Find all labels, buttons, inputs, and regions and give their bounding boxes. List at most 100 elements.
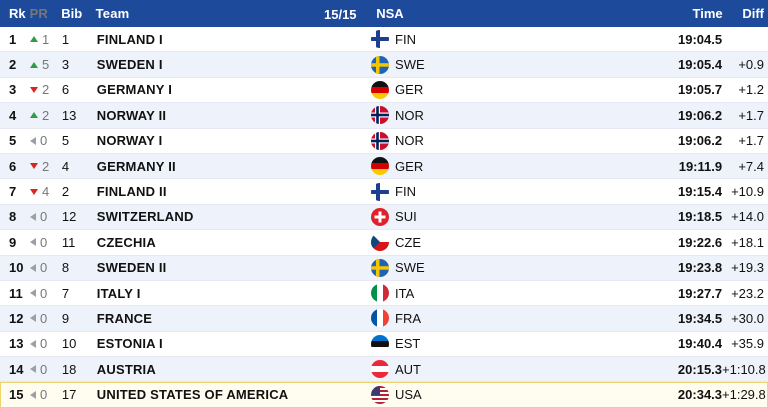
header-diff[interactable]: Diff xyxy=(742,6,764,21)
team-name[interactable]: UNITED STATES OF AMERICA xyxy=(96,387,289,403)
bib-cell: 18 xyxy=(61,361,77,377)
diff-cell: +23.2 xyxy=(731,285,764,301)
nsa-cell: FRA xyxy=(371,309,658,328)
rank-cell: 15 xyxy=(9,387,24,403)
team-name[interactable]: NORWAY I xyxy=(96,133,163,149)
time-cell: 19:05.4 xyxy=(678,57,723,73)
previous-rank-value: 2 xyxy=(41,158,50,174)
trend-same-icon xyxy=(29,263,36,272)
table-row[interactable]: 15 0 17 UNITED STATES OF AMERICA USA 20:34.3 +… xyxy=(0,382,768,408)
diff-cell: +19.3 xyxy=(731,260,764,276)
diff-cell: +14.0 xyxy=(731,209,764,225)
nor-flag-icon xyxy=(371,106,390,125)
header-rank[interactable]: Rk xyxy=(9,6,26,21)
team-name[interactable]: NORWAY II xyxy=(96,107,167,123)
usa-flag-icon xyxy=(371,385,389,404)
swe-flag-icon xyxy=(371,258,390,277)
team-name[interactable]: FINLAND I xyxy=(96,31,163,47)
nsa-code: FIN xyxy=(395,184,416,200)
results-table: 1 1 1 FINLAND I FIN 19:04.5 2 5 3 SWEDEN I SWE 19:0… xyxy=(0,27,768,408)
previous-rank-value: 0 xyxy=(39,387,48,403)
trend-up-icon xyxy=(29,61,38,68)
ger-flag-icon xyxy=(371,80,390,99)
trend-same-icon xyxy=(29,238,36,247)
previous-rank-cell: 0 xyxy=(29,235,60,250)
header-bib[interactable]: Bib xyxy=(61,6,83,21)
diff-cell: +30.0 xyxy=(731,310,764,326)
previous-rank-cell: 0 xyxy=(29,286,60,301)
bib-cell: 10 xyxy=(61,336,77,352)
nsa-code: EST xyxy=(395,336,421,352)
table-row[interactable]: 11 0 7 ITALY I ITA 19:27.7 +23.2 xyxy=(0,281,768,307)
table-row[interactable]: 2 5 3 SWEDEN I SWE 19:05.4 +0.9 xyxy=(0,52,768,78)
team-name[interactable]: SWEDEN II xyxy=(96,260,167,276)
previous-rank-value: 0 xyxy=(39,133,48,149)
team-name[interactable]: AUSTRIA xyxy=(96,361,156,377)
table-row[interactable]: 5 0 5 NORWAY I NOR 19:06.2 +1.7 xyxy=(0,129,768,154)
bib-cell: 11 xyxy=(61,234,76,250)
previous-rank-cell: 4 xyxy=(29,184,60,199)
header-time[interactable]: Time xyxy=(692,6,723,21)
table-row[interactable]: 7 4 2 FINLAND II FIN 19:15.4 +10.9 xyxy=(0,179,768,205)
header-nsa[interactable]: NSA xyxy=(376,6,404,21)
nsa-cell: NOR xyxy=(371,106,658,125)
diff-cell: +1.2 xyxy=(738,82,764,98)
team-name[interactable]: CZECHIA xyxy=(96,234,156,250)
team-name[interactable]: GERMANY I xyxy=(96,82,173,98)
table-row[interactable]: 1 1 1 FINLAND I FIN 19:04.5 xyxy=(0,27,768,53)
table-row[interactable]: 13 0 10 ESTONIA I EST 19:40.4 +35.9 xyxy=(0,332,768,358)
time-cell: 19:40.4 xyxy=(678,336,723,352)
est-flag-icon xyxy=(371,334,390,353)
header-team[interactable]: Team xyxy=(95,6,130,21)
trend-same-icon xyxy=(29,289,36,298)
diff-cell: +1:29.8 xyxy=(722,387,766,403)
table-row[interactable]: 12 0 9 FRANCE FRA 19:34.5 +30.0 xyxy=(0,306,768,332)
table-row[interactable]: 8 0 12 SWITZERLAND SUI 19:18.5 +14.0 xyxy=(0,204,768,231)
previous-rank-value: 0 xyxy=(39,260,48,276)
diff-cell: +35.9 xyxy=(731,336,764,352)
previous-rank-value: 0 xyxy=(39,361,48,377)
rank-cell: 7 xyxy=(9,184,17,200)
nsa-cell: SUI xyxy=(371,207,658,226)
rank-cell: 13 xyxy=(9,336,24,352)
time-cell: 19:15.4 xyxy=(678,184,723,200)
nsa-code: SWE xyxy=(395,260,425,276)
time-cell: 19:06.2 xyxy=(678,133,723,149)
team-name[interactable]: ESTONIA I xyxy=(96,336,163,352)
diff-cell: +1:10.8 xyxy=(722,361,766,377)
table-row[interactable]: 4 2 13 NORWAY II NOR 19:06.2 +1.7 xyxy=(0,103,768,129)
nsa-cell: ITA xyxy=(371,284,658,303)
cze-flag-icon xyxy=(371,233,390,252)
ita-flag-icon xyxy=(371,284,390,303)
table-row[interactable]: 10 0 8 SWEDEN II SWE 19:23.8 +19.3 xyxy=(0,255,768,281)
previous-rank-cell: 2 xyxy=(29,82,60,97)
bib-cell: 6 xyxy=(61,82,70,98)
previous-rank-value: 0 xyxy=(39,310,48,326)
team-name[interactable]: ITALY I xyxy=(96,285,141,301)
fra-flag-icon xyxy=(371,309,390,328)
table-row[interactable]: 14 0 18 AUSTRIA AUT 20:15.3 +1:10.8 xyxy=(0,357,768,383)
rank-cell: 9 xyxy=(9,234,17,250)
team-name[interactable]: GERMANY II xyxy=(96,158,176,174)
previous-rank-cell: 0 xyxy=(29,260,60,276)
rank-cell: 5 xyxy=(9,133,17,149)
team-name[interactable]: SWEDEN I xyxy=(96,57,163,73)
table-row[interactable]: 3 2 6 GERMANY I GER 19:05.7 +1.2 xyxy=(0,78,768,104)
team-name[interactable]: FINLAND II xyxy=(96,184,167,200)
time-cell: 20:34.3 xyxy=(677,387,723,403)
bib-cell: 5 xyxy=(61,133,70,149)
diff-cell: +10.9 xyxy=(731,184,764,200)
nsa-cell: GER xyxy=(371,80,658,99)
aut-flag-icon xyxy=(371,360,389,379)
team-name[interactable]: SWITZERLAND xyxy=(96,209,194,225)
table-row[interactable]: 6 2 4 GERMANY II GER 19:11.9 +7.4 xyxy=(0,153,768,180)
bib-cell: 7 xyxy=(61,285,70,301)
team-name[interactable]: FRANCE xyxy=(96,310,153,326)
trend-down-icon xyxy=(29,188,38,195)
nsa-cell: FIN xyxy=(371,30,658,49)
nsa-code: USA xyxy=(395,387,422,403)
trend-same-icon xyxy=(29,365,36,374)
nsa-cell: EST xyxy=(371,334,658,353)
table-row[interactable]: 9 0 11 CZECHIA CZE 19:22.6 +18.1 xyxy=(0,230,768,256)
header-pr[interactable]: PR xyxy=(29,6,48,21)
